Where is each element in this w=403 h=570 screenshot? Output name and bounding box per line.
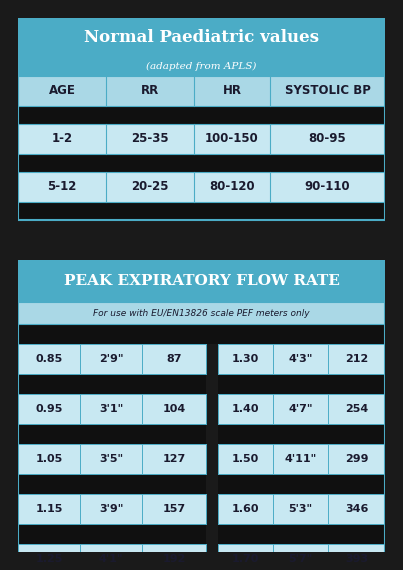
Text: 5'3": 5'3" (289, 504, 313, 514)
Text: 346: 346 (345, 504, 368, 514)
FancyBboxPatch shape (18, 524, 206, 544)
Text: 104: 104 (162, 404, 186, 414)
Text: 4'11": 4'11" (285, 454, 317, 464)
Text: 1.30: 1.30 (232, 354, 259, 364)
FancyBboxPatch shape (218, 394, 385, 424)
FancyBboxPatch shape (18, 444, 206, 474)
FancyBboxPatch shape (18, 106, 385, 124)
FancyBboxPatch shape (18, 18, 385, 76)
FancyBboxPatch shape (18, 172, 385, 202)
FancyBboxPatch shape (218, 344, 385, 374)
FancyBboxPatch shape (218, 524, 385, 544)
FancyBboxPatch shape (18, 154, 385, 172)
FancyBboxPatch shape (18, 424, 206, 444)
FancyBboxPatch shape (18, 302, 385, 324)
Text: 254: 254 (345, 404, 368, 414)
Text: 1.50: 1.50 (232, 454, 259, 464)
FancyBboxPatch shape (218, 424, 385, 444)
FancyBboxPatch shape (218, 374, 385, 394)
Text: 3'1": 3'1" (99, 404, 123, 414)
Text: 1.40: 1.40 (232, 404, 259, 414)
Text: 0.85: 0.85 (35, 354, 62, 364)
FancyBboxPatch shape (18, 344, 206, 374)
Text: Normal Paediatric values: Normal Paediatric values (84, 28, 319, 46)
FancyBboxPatch shape (18, 394, 206, 424)
Text: 100-150: 100-150 (205, 132, 259, 145)
Text: RR: RR (141, 84, 159, 97)
Text: 212: 212 (345, 354, 368, 364)
FancyBboxPatch shape (18, 124, 385, 154)
FancyBboxPatch shape (18, 494, 206, 524)
Text: SYSTOLIC BP: SYSTOLIC BP (285, 84, 370, 97)
Text: 192: 192 (162, 554, 186, 564)
Text: 2'9": 2'9" (99, 354, 123, 364)
Text: 5'7": 5'7" (289, 554, 313, 564)
FancyBboxPatch shape (18, 76, 385, 106)
Text: 87: 87 (166, 354, 182, 364)
FancyBboxPatch shape (18, 544, 206, 570)
FancyBboxPatch shape (218, 474, 385, 494)
Text: 25-35: 25-35 (131, 132, 169, 145)
FancyBboxPatch shape (18, 474, 206, 494)
Text: 393: 393 (345, 554, 368, 564)
Text: 1.70: 1.70 (232, 554, 259, 564)
Text: AGE: AGE (49, 84, 75, 97)
Text: (adapted from APLS): (adapted from APLS) (146, 62, 257, 71)
FancyBboxPatch shape (218, 494, 385, 524)
FancyBboxPatch shape (18, 202, 385, 220)
Text: 80-120: 80-120 (209, 181, 255, 193)
Text: 90-110: 90-110 (305, 181, 350, 193)
Text: 299: 299 (345, 454, 368, 464)
Text: 1.15: 1.15 (35, 504, 63, 514)
Text: 127: 127 (162, 454, 186, 464)
Text: 4'3": 4'3" (289, 354, 313, 364)
Text: 5-12: 5-12 (47, 181, 77, 193)
Text: 20-25: 20-25 (131, 181, 169, 193)
Text: 4'1": 4'1" (99, 554, 123, 564)
FancyBboxPatch shape (18, 260, 385, 302)
Text: 1-2: 1-2 (52, 132, 73, 145)
Text: 0.95: 0.95 (35, 404, 63, 414)
Text: For use with EU/EN13826 scale PEF meters only: For use with EU/EN13826 scale PEF meters… (93, 308, 310, 317)
Text: PEAK EXPIRATORY FLOW RATE: PEAK EXPIRATORY FLOW RATE (64, 274, 339, 288)
Text: 1.60: 1.60 (232, 504, 259, 514)
Text: HR: HR (222, 84, 241, 97)
Text: 3'5": 3'5" (99, 454, 123, 464)
Text: 1.05: 1.05 (35, 454, 62, 464)
FancyBboxPatch shape (18, 374, 206, 394)
Text: 157: 157 (162, 504, 186, 514)
FancyBboxPatch shape (18, 324, 385, 344)
Text: 80-95: 80-95 (309, 132, 346, 145)
Text: 3'9": 3'9" (99, 504, 123, 514)
FancyBboxPatch shape (218, 544, 385, 570)
FancyBboxPatch shape (218, 444, 385, 474)
Text: 4'7": 4'7" (289, 404, 313, 414)
Text: 1.25: 1.25 (35, 554, 63, 564)
